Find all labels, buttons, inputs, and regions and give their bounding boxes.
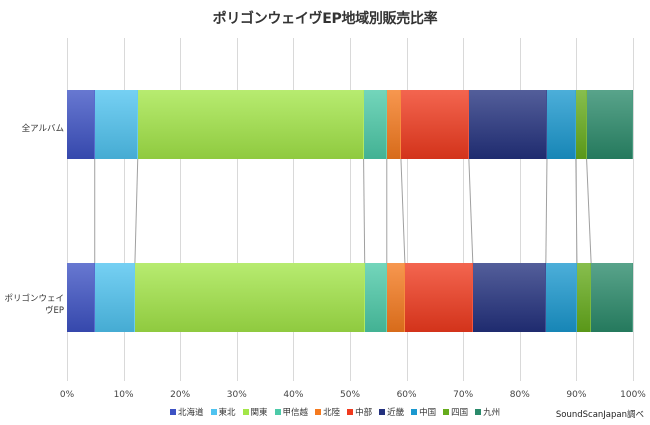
legend-label: 関東 [250,408,268,418]
series-connector-lines [94,158,592,264]
x-tick-label: 80% [509,390,530,400]
legend-item: 北海道 [170,406,204,418]
bar-segment [386,90,401,159]
bar-segment [94,263,135,332]
category-label-all-albums: 全アルバム [21,124,64,134]
gridline [180,38,182,381]
bar-segment [468,90,547,159]
x-tick-label: 40% [283,390,304,400]
legend-label: 中部 [355,408,373,418]
legend-swatch-icon [274,409,281,415]
legend-label: 中国 [419,408,437,418]
bar-segment [67,263,95,332]
gridline [350,38,351,381]
x-tick-label: 10% [113,390,134,400]
legend-label: 四国 [451,408,469,418]
x-tick-label: 100% [620,390,646,400]
legend-item: 中部 [347,406,372,418]
bar-segment [67,90,95,159]
gridline [576,38,578,381]
gridline [123,38,125,381]
legend-swatch-icon [411,409,418,415]
bar-segment [94,90,138,159]
legend-label: 北陸 [323,408,341,418]
bar-segment [400,90,469,159]
bar-segment [576,263,592,332]
legend-item: 中国 [411,406,436,418]
bar-segment [545,263,577,332]
gridline [236,38,238,381]
bar-segment [586,90,633,159]
legend-label: 東北 [218,408,236,418]
source-note: SoundScanJapan調べ [555,410,644,420]
legend-item: 近畿 [379,406,404,418]
x-tick-label: 60% [396,390,417,400]
gridline [463,38,465,381]
bar-segment [363,90,387,159]
legend-label: 北海道 [178,408,204,418]
x-tick-label: 20% [170,390,191,400]
bar-segment [364,263,387,332]
bar-segment [472,263,546,332]
legend-item: 東北 [210,406,236,418]
chart-title: ポリゴンウェイヴEP地域別販売比率 [212,11,438,27]
bar-segment [137,90,364,159]
x-tick-label: 0% [59,390,75,400]
x-tick-label: 30% [226,390,247,400]
legend-item: 北陸 [315,406,340,418]
legend-swatch-icon [475,409,482,415]
x-tick-label: 70% [453,390,474,400]
gridline [67,38,68,381]
legend-item: 甲信越 [274,406,309,418]
gridline [406,38,408,381]
legend-swatch-icon [210,409,217,415]
bar-1 [67,263,633,332]
gridline [519,38,521,381]
bar-0 [67,90,633,159]
legend-item: 関東 [242,406,268,418]
legend-swatch-icon [379,409,386,415]
legend-label: 近畿 [387,408,405,418]
legend-swatch-icon [443,409,450,415]
legend-swatch-icon [315,409,322,415]
bar-segment [591,263,633,332]
x-tick-label: 50% [339,390,361,400]
category-label-polygon-wave-ep: ポリゴンウェイヴEP [4,294,64,316]
bar-segment [546,90,576,159]
legend: 北海道 東北 関東 甲信越 北陸 中部 近畿 中国 四国 九州 [170,406,500,418]
legend-item: 四国 [443,406,468,418]
legend-label: 甲信越 [282,408,309,418]
legend-swatch-icon [347,409,354,415]
bar-segment [404,263,473,332]
legend-swatch-icon [170,409,176,415]
legend-swatch-icon [242,409,249,415]
bar-segment [134,263,365,332]
legend-label: 九州 [483,408,501,418]
x-tick-label: 90% [566,390,587,400]
bar-segment [386,263,405,332]
gridline [293,38,295,381]
bar-segment [575,90,587,159]
gridline [633,38,634,381]
plot-area [67,38,634,381]
legend-item: 九州 [475,406,500,418]
